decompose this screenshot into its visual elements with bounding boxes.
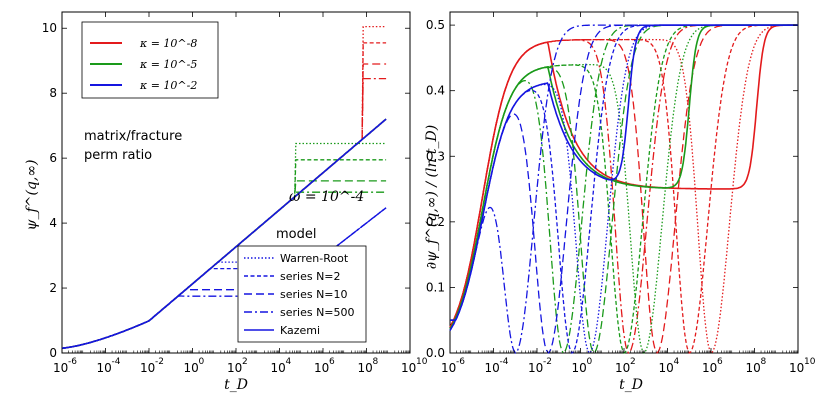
left-x-tick-label: 10: [97, 361, 112, 375]
right-x-tick-label: 10: [615, 361, 630, 375]
left-y-tick-label: 2: [49, 281, 57, 295]
right-curve-1-dash-short: [449, 24, 798, 354]
left-y-tick-label: 8: [49, 86, 57, 100]
right-x-tick-label: 10: [789, 361, 804, 375]
kappa-legend: κ = 10^-8 κ = 10^-5 κ = 10^-2: [81, 21, 219, 99]
left-x-tick-exponent: -6: [68, 357, 77, 367]
perm-ratio-label-line1: matrix/fracture: [84, 129, 182, 144]
right-x-tick-label: 10: [485, 361, 500, 375]
right-curve-0-dotted: [449, 24, 798, 354]
model-legend-label-5: Kazemi: [280, 324, 320, 337]
right-x-tick-exponent: 2: [630, 357, 636, 367]
right-curve-2-dash-long: [449, 24, 798, 354]
right-curves: [449, 24, 798, 354]
right-x-axis-label: t_D: [619, 377, 643, 393]
right-y-tick-label: 0.1: [426, 280, 445, 294]
model-label: model: [276, 227, 316, 242]
left-x-tick-label: 10: [53, 361, 68, 375]
right-curve-0-dashdot: [449, 24, 798, 354]
left-x-tick-label: 10: [227, 361, 242, 375]
right-curve-2-solid: [450, 24, 798, 321]
right-x-tick-exponent: -4: [500, 357, 509, 367]
model-legend: Warren-Root series N=2 series N=10 serie…: [237, 245, 367, 343]
kappa-legend-label-2: κ = 10^-5: [139, 58, 197, 71]
right-x-tick-exponent: 10: [804, 357, 816, 367]
perm-ratio-label-line2: perm ratio: [84, 148, 152, 163]
left-x-tick-label: 10: [184, 361, 199, 375]
right-y-tick-label: 0.3: [426, 149, 445, 163]
model-legend-label-4: series N=500: [280, 306, 355, 319]
left-x-tick-exponent: 2: [242, 357, 248, 367]
right-x-tick-exponent: 0: [587, 357, 593, 367]
right-y-tick-label: 0.2: [426, 215, 445, 229]
kappa-legend-label-1: κ = 10^-8: [139, 37, 197, 50]
left-y-tick-label: 0: [49, 346, 57, 360]
left-y-tick-label: 10: [42, 21, 57, 35]
right-x-tick-label: 10: [572, 361, 587, 375]
left-x-tick-label: 10: [401, 361, 416, 375]
right-curve-0-dash-long: [449, 24, 798, 354]
left-x-tick-exponent: 10: [416, 357, 428, 367]
right-y-tick-label: 0.5: [426, 18, 445, 32]
right-x-tick-label: 10: [702, 361, 717, 375]
right-x-tick-exponent: -2: [543, 357, 552, 367]
right-curve-0-solid: [450, 24, 798, 321]
right-x-tick-exponent: 6: [717, 357, 723, 367]
left-x-tick-exponent: -2: [155, 357, 164, 367]
right-x-tick-label: 10: [528, 361, 543, 375]
right-curve-1-dash-long: [449, 24, 798, 354]
right-y-axis-label: ∂ψ_f^(q,∞) / (ln t_D): [424, 125, 440, 269]
left-x-tick-exponent: 8: [373, 357, 379, 367]
left-x-tick-exponent: -4: [112, 357, 121, 367]
right-ticks: 10 -6 10 -4 10 -2 10 0 10 2 10 4 10 6 10 8 10 100.00.10.2…: [426, 12, 816, 375]
right-curve-1-dotted: [449, 24, 798, 354]
right-curve-0-dash-short: [449, 24, 798, 354]
model-legend-label-2: series N=2: [280, 270, 341, 283]
left-x-tick-exponent: 0: [199, 357, 205, 367]
left-x-tick-exponent: 6: [329, 357, 335, 367]
left-y-tick-label: 4: [49, 216, 57, 230]
right-x-tick-label: 10: [659, 361, 674, 375]
right-curve-2-dash-short: [449, 24, 798, 354]
left-x-tick-label: 10: [358, 361, 373, 375]
model-legend-label-1: Warren-Root: [280, 252, 349, 265]
left-x-axis-label: t_D: [224, 377, 248, 393]
right-x-tick-label: 10: [441, 361, 456, 375]
left-curve-1-dashdot: [62, 191, 387, 349]
right-x-tick-exponent: 4: [674, 357, 680, 367]
left-y-axis-label: ψ_f^(q,∞): [24, 160, 40, 231]
right-curve-2-dotted: [449, 24, 798, 354]
right-x-tick-exponent: -6: [456, 357, 465, 367]
left-x-tick-label: 10: [271, 361, 286, 375]
kappa-legend-label-3: κ = 10^-2: [139, 79, 197, 92]
model-legend-label-3: series N=10: [280, 288, 348, 301]
omega-label: ω = 10^-4: [289, 189, 364, 205]
right-y-tick-label: 0.4: [426, 84, 445, 98]
left-x-tick-label: 10: [140, 361, 155, 375]
right-y-tick-label: 0.0: [426, 346, 445, 360]
left-y-tick-label: 6: [49, 151, 57, 165]
left-curve-2-solid: [62, 118, 387, 349]
right-x-tick-label: 10: [746, 361, 761, 375]
right-curve-2-dashdot: [449, 24, 798, 354]
left-x-tick-exponent: 4: [286, 357, 292, 367]
right-curve-1-solid: [450, 24, 798, 321]
right-x-tick-exponent: 8: [761, 357, 767, 367]
right-curve-1-dashdot: [449, 24, 798, 354]
left-x-tick-label: 10: [314, 361, 329, 375]
